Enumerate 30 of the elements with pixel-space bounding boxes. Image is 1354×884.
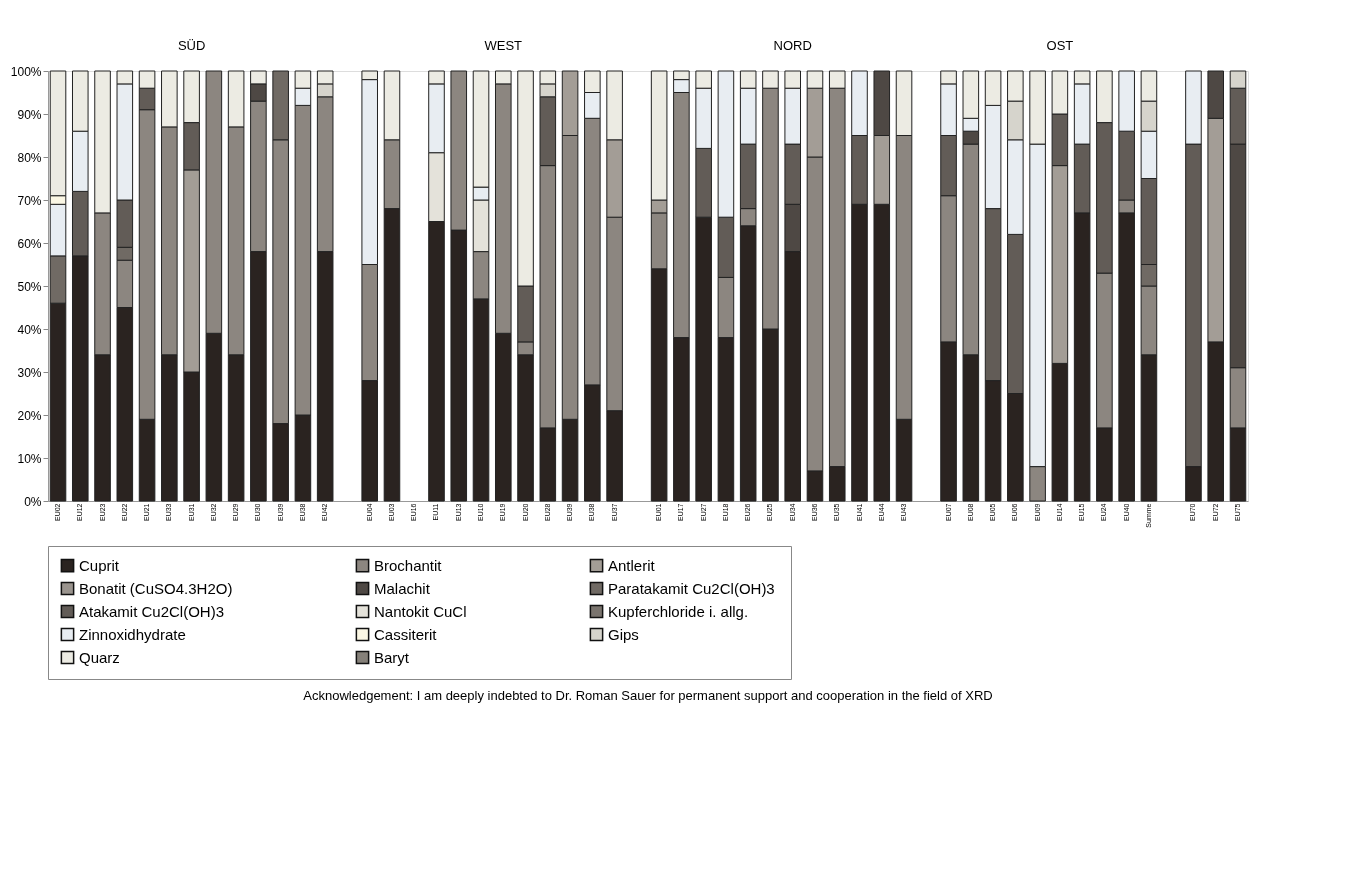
y-tick-label: 20%	[17, 408, 42, 423]
legend-label: Paratakamit Cu2Cl(OH)3	[608, 579, 775, 597]
legend-label: Nantokit CuCl	[374, 602, 467, 620]
legend-label: Malachit	[374, 579, 431, 597]
legend-label: Baryt	[374, 648, 410, 666]
y-tick-label: 30%	[17, 365, 42, 380]
y-tick-label: 100%	[10, 64, 42, 79]
text: OST	[1046, 38, 1074, 53]
legend-label: Atakamit Cu2Cl(OH)3	[79, 602, 225, 620]
text: SÜD	[177, 38, 206, 53]
y-tick-label: 40%	[17, 322, 42, 337]
legend-label: Antlerit	[608, 556, 656, 574]
legend-label: Zinnoxidhydrate	[79, 625, 186, 643]
y-tick-label: 10%	[17, 451, 42, 466]
legend-label: Quarz	[79, 648, 120, 666]
legend-label: Cuprit	[79, 556, 120, 574]
text: NORD	[773, 38, 812, 53]
legend-label: Gips	[608, 625, 639, 643]
y-tick-label: 70%	[17, 193, 42, 208]
y-tick-label: 60%	[17, 236, 42, 251]
y-tick-label: 90%	[17, 107, 42, 122]
y-tick-label: 0%	[24, 494, 42, 509]
y-tick-label: 50%	[17, 279, 42, 294]
legend-label: Bonatit (CuSO4.3H2O)	[79, 579, 233, 597]
legend-label: Brochantit	[374, 556, 443, 574]
y-tick-label: 80%	[17, 150, 42, 165]
text: WEST	[484, 38, 523, 53]
legend-label: Cassiterit	[374, 625, 438, 643]
text: Acknowledgement: I am deeply indebted to Dr. Roman Sauer for permanent support and cooperation in the field of XRD	[303, 687, 993, 703]
legend-label: Kupferchloride i. allg.	[608, 602, 749, 620]
